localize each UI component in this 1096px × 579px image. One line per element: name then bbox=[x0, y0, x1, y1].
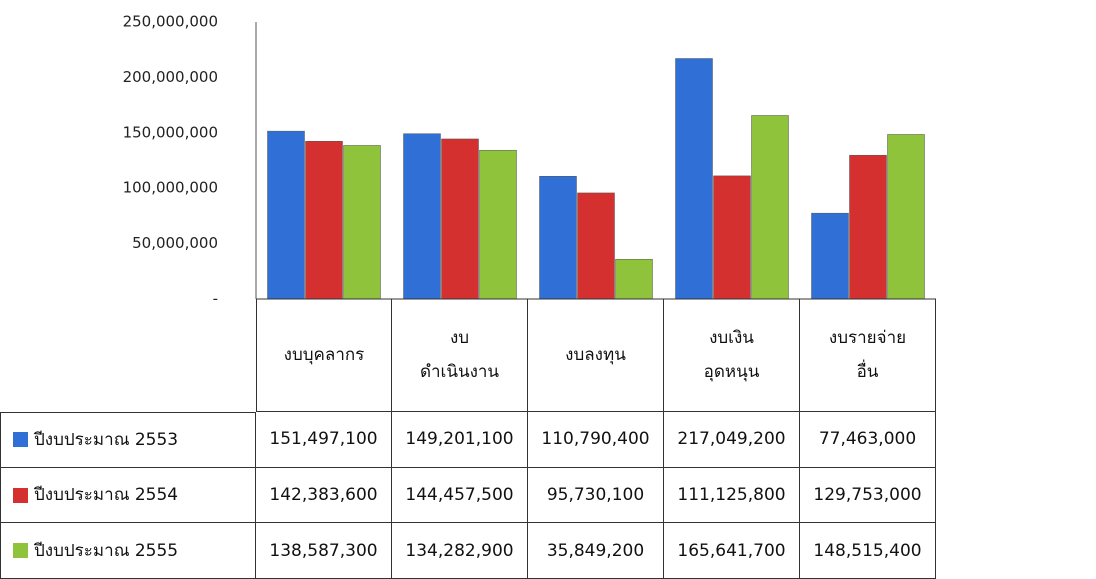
table-value: 144,457,500 bbox=[392, 467, 528, 524]
category-label: งบบุคลากร bbox=[256, 299, 392, 412]
table-value: 151,497,100 bbox=[256, 412, 392, 468]
category-label: งบเงิน อุดหนุน bbox=[664, 299, 800, 412]
y-tick-label: 150,000,000 bbox=[123, 123, 218, 141]
table-value: 35,849,200 bbox=[528, 523, 664, 579]
bar bbox=[811, 212, 849, 300]
table-value: 111,125,800 bbox=[664, 467, 800, 524]
y-tick-label: 50,000,000 bbox=[132, 234, 218, 252]
table-value: 142,383,600 bbox=[256, 467, 392, 524]
category-label: งบรายจ่าย อื่น bbox=[800, 299, 936, 412]
table-value: 134,282,900 bbox=[392, 523, 528, 579]
category-label: งบลงทุน bbox=[528, 299, 664, 412]
bar bbox=[343, 145, 381, 300]
table-value: 165,641,700 bbox=[664, 523, 800, 579]
bar bbox=[713, 175, 751, 300]
table-value: 110,790,400 bbox=[528, 412, 664, 468]
legend-label: ปีงบประมาณ 2554 bbox=[34, 485, 179, 506]
legend-label: ปีงบประมาณ 2555 bbox=[34, 540, 179, 561]
bar bbox=[751, 115, 789, 300]
bar bbox=[887, 134, 925, 300]
legend-label: ปีงบประมาณ 2553 bbox=[34, 429, 179, 450]
category-label: งบ ดำเนินงาน bbox=[392, 299, 528, 412]
legend-key bbox=[13, 543, 28, 559]
legend-key bbox=[13, 487, 28, 503]
bar bbox=[305, 140, 343, 300]
table-value: 148,515,400 bbox=[800, 523, 936, 579]
legend-entry: ปีงบประมาณ 2554 bbox=[0, 467, 256, 524]
bar bbox=[675, 58, 713, 300]
bar bbox=[539, 175, 577, 300]
table-value: 138,587,300 bbox=[256, 523, 392, 579]
y-tick-label: 100,000,000 bbox=[123, 179, 218, 197]
bar bbox=[615, 259, 653, 300]
table-value: 129,753,000 bbox=[800, 467, 936, 524]
legend-key bbox=[13, 432, 28, 448]
bar bbox=[849, 154, 887, 300]
table-value: 217,049,200 bbox=[664, 412, 800, 468]
table-value: 77,463,000 bbox=[800, 412, 936, 468]
y-tick-label: - bbox=[213, 290, 218, 308]
y-tick-label: 250,000,000 bbox=[123, 13, 218, 31]
bar bbox=[403, 133, 441, 300]
table-value: 149,201,100 bbox=[392, 412, 528, 468]
y-tick-label: 200,000,000 bbox=[123, 68, 218, 86]
table-value: 95,730,100 bbox=[528, 467, 664, 524]
bar bbox=[267, 130, 305, 300]
bar bbox=[479, 149, 517, 300]
legend-entry: ปีงบประมาณ 2553 bbox=[0, 412, 256, 468]
bar bbox=[577, 192, 615, 300]
bar bbox=[441, 138, 479, 300]
legend-entry: ปีงบประมาณ 2555 bbox=[0, 523, 256, 579]
